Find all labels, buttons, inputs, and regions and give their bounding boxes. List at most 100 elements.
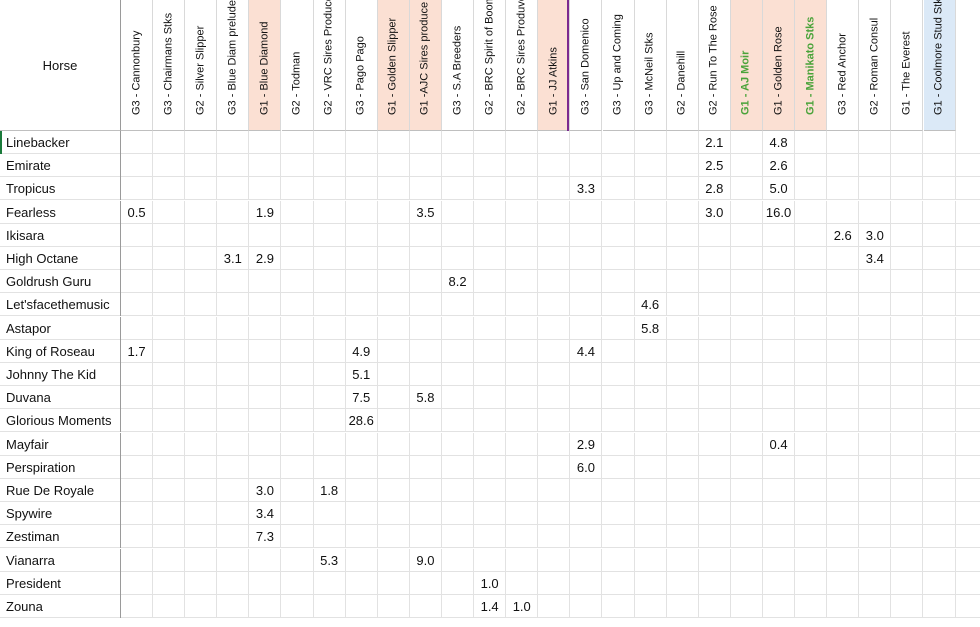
table-cell[interactable]	[570, 154, 603, 178]
table-cell[interactable]	[410, 339, 442, 363]
table-cell[interactable]	[378, 409, 410, 433]
table-cell[interactable]: 3.4	[249, 502, 282, 526]
column-header[interactable]: G2 - BRC Sires Produve	[506, 0, 539, 131]
table-cell[interactable]	[924, 479, 956, 502]
table-cell[interactable]: 0.5	[121, 200, 154, 224]
table-cell[interactable]	[859, 409, 892, 433]
table-cell[interactable]	[891, 363, 924, 386]
table-cell[interactable]	[153, 247, 186, 270]
table-cell[interactable]	[795, 339, 828, 363]
table-cell[interactable]	[121, 455, 154, 479]
table-cell[interactable]	[217, 200, 250, 224]
table-cell[interactable]	[282, 200, 314, 224]
table-cell[interactable]	[506, 293, 539, 317]
table-cell[interactable]	[891, 200, 924, 224]
table-cell[interactable]	[763, 247, 796, 270]
table-cell[interactable]	[474, 316, 507, 340]
table-cell[interactable]	[249, 270, 282, 294]
table-cell[interactable]	[924, 595, 956, 618]
table-cell[interactable]	[731, 502, 763, 526]
table-cell[interactable]	[603, 409, 635, 433]
table-cell[interactable]	[474, 363, 507, 386]
table-cell[interactable]	[249, 571, 282, 595]
table-cell[interactable]	[314, 502, 346, 526]
table-cell[interactable]	[217, 270, 250, 294]
table-cell[interactable]	[827, 293, 860, 317]
table-cell[interactable]	[731, 571, 763, 595]
table-cell[interactable]	[795, 363, 828, 386]
table-cell[interactable]	[891, 455, 924, 479]
table-cell[interactable]	[859, 386, 892, 410]
table-cell[interactable]	[249, 432, 282, 456]
table-cell[interactable]	[667, 339, 699, 363]
table-cell[interactable]	[410, 316, 442, 340]
table-cell[interactable]	[346, 154, 378, 178]
table-cell[interactable]	[731, 131, 763, 154]
horse-name-cell[interactable]: Glorious Moments	[0, 409, 121, 433]
table-cell[interactable]	[442, 409, 475, 433]
table-cell[interactable]	[603, 595, 635, 618]
table-cell[interactable]	[282, 455, 314, 479]
table-cell[interactable]	[763, 479, 796, 502]
table-cell[interactable]	[474, 339, 507, 363]
table-cell[interactable]	[282, 316, 314, 340]
table-cell[interactable]	[635, 595, 667, 618]
table-cell[interactable]	[506, 316, 539, 340]
table-cell[interactable]	[282, 293, 314, 317]
table-cell[interactable]: 16.0	[763, 200, 796, 224]
table-cell[interactable]	[538, 571, 571, 595]
table-cell[interactable]	[249, 131, 282, 154]
table-cell[interactable]	[282, 548, 314, 572]
table-cell[interactable]	[891, 293, 924, 317]
table-cell[interactable]: 5.8	[635, 316, 667, 340]
table-cell[interactable]	[667, 316, 699, 340]
table-cell[interactable]: 3.0	[249, 479, 282, 502]
table-cell[interactable]	[635, 223, 667, 247]
table-cell[interactable]	[891, 571, 924, 595]
table-cell[interactable]	[314, 525, 346, 549]
table-cell[interactable]	[603, 339, 635, 363]
table-cell[interactable]	[603, 548, 635, 572]
table-cell[interactable]	[763, 548, 796, 572]
table-cell[interactable]	[153, 455, 186, 479]
table-cell[interactable]	[924, 432, 956, 456]
table-cell[interactable]: 4.6	[635, 293, 667, 317]
table-cell[interactable]	[121, 595, 154, 618]
table-cell[interactable]: 3.0	[859, 223, 892, 247]
table-cell[interactable]	[570, 479, 603, 502]
table-cell[interactable]	[217, 571, 250, 595]
table-cell[interactable]	[121, 223, 154, 247]
table-cell[interactable]	[603, 432, 635, 456]
table-cell[interactable]	[185, 525, 218, 549]
table-cell[interactable]	[538, 386, 571, 410]
table-cell[interactable]	[506, 247, 539, 270]
table-cell[interactable]	[699, 339, 731, 363]
table-cell[interactable]	[603, 200, 635, 224]
table-cell[interactable]	[667, 595, 699, 618]
table-cell[interactable]	[185, 502, 218, 526]
horse-name-cell[interactable]: Fearless	[0, 200, 121, 224]
table-cell[interactable]	[185, 386, 218, 410]
table-cell[interactable]	[924, 270, 956, 294]
table-cell[interactable]: 1.8	[314, 479, 346, 502]
table-cell[interactable]	[699, 595, 731, 618]
table-cell[interactable]	[314, 177, 346, 201]
column-header[interactable]: G3 - San Domenico	[570, 0, 603, 131]
table-cell[interactable]	[217, 177, 250, 201]
table-cell[interactable]	[731, 363, 763, 386]
table-cell[interactable]	[891, 223, 924, 247]
table-cell[interactable]	[153, 154, 186, 178]
table-cell[interactable]: 2.9	[570, 432, 603, 456]
table-cell[interactable]	[699, 525, 731, 549]
table-cell[interactable]	[282, 223, 314, 247]
table-cell[interactable]	[635, 177, 667, 201]
table-cell[interactable]	[314, 316, 346, 340]
table-cell[interactable]	[153, 131, 186, 154]
table-cell[interactable]	[185, 131, 218, 154]
table-cell[interactable]	[153, 502, 186, 526]
table-cell[interactable]	[506, 131, 539, 154]
table-cell[interactable]	[378, 479, 410, 502]
column-header[interactable]: G3 - Up and Coming	[602, 0, 635, 131]
table-cell[interactable]	[314, 571, 346, 595]
table-cell[interactable]	[795, 595, 828, 618]
